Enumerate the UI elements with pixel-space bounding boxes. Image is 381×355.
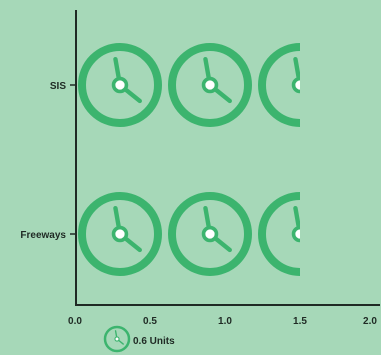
clock-icon bbox=[168, 192, 252, 276]
icon-row-freeways bbox=[78, 192, 300, 276]
legend-clock-icon bbox=[103, 325, 131, 353]
category-label-sis: SIS bbox=[50, 81, 66, 92]
x-tick-label-0: 0.0 bbox=[68, 316, 82, 327]
clock-icon bbox=[78, 192, 162, 276]
x-tick-label-2: 1.0 bbox=[218, 316, 232, 327]
x-tick-label-3: 1.5 bbox=[293, 316, 307, 327]
clock-icon bbox=[103, 325, 131, 353]
clock-icon bbox=[258, 192, 300, 276]
x-axis-ticks: 0.0 0.5 1.0 1.5 2.0 bbox=[68, 316, 377, 327]
x-tick-label-1: 0.5 bbox=[143, 316, 157, 327]
clock-icon bbox=[168, 43, 252, 127]
legend-label: 0.6 Units bbox=[133, 336, 175, 347]
clock-icon bbox=[258, 43, 300, 127]
icon-row-sis bbox=[78, 43, 300, 127]
legend: 0.6 Units bbox=[103, 325, 175, 353]
clock-icon bbox=[78, 43, 162, 127]
category-label-freeways: Freeways bbox=[20, 230, 66, 241]
x-tick-label-4: 2.0 bbox=[363, 316, 377, 327]
